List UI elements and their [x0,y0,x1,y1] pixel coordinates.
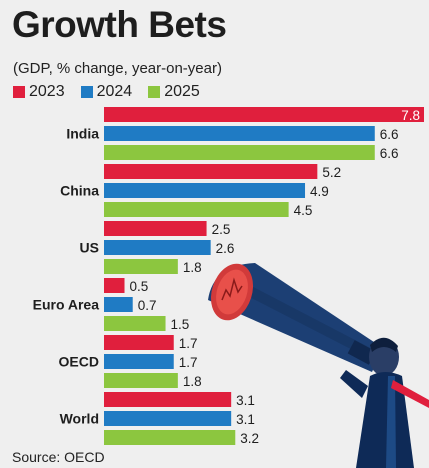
category-label: China [60,183,99,199]
bar-2023 [104,335,174,350]
bar-2023 [104,221,207,236]
value-label: 5.2 [322,165,341,180]
value-label: 0.7 [138,298,157,313]
value-label: 6.6 [380,146,399,161]
value-label: 2.6 [216,241,235,256]
legend-label: 2025 [164,83,200,100]
bar-2025 [104,316,166,331]
category-label: Euro Area [33,297,100,313]
category-label: OECD [59,354,99,370]
bar-2023 [104,392,232,407]
value-label: 1.7 [179,355,198,370]
legend-swatch [13,86,25,98]
bar-2024 [104,411,232,426]
bar-2025 [104,373,178,388]
value-label: 1.8 [183,374,202,389]
legend-item-2024: 2024 [80,83,133,101]
value-label: 0.5 [130,279,149,294]
category-label: US [80,240,99,256]
bar-2025 [104,145,375,160]
legend-item-2023: 2023 [13,83,65,101]
bar-2024 [104,126,375,141]
bar-2024 [104,297,133,312]
bar-2025 [104,202,289,217]
bar-2025 [104,259,178,274]
value-label: 1.7 [179,336,198,351]
category-label: India [66,126,99,142]
category-label: World [60,411,99,427]
bar-2024 [104,354,174,369]
bar-2025 [104,430,236,445]
legend-label: 2024 [96,83,133,100]
value-label: 3.2 [240,431,259,446]
bar-2024 [104,183,306,198]
value-label: 1.5 [171,317,190,332]
value-label: 3.1 [236,393,255,408]
bar-2023 [104,278,125,293]
chart-subtitle: (GDP, % change, year-on-year) [13,60,222,77]
chart-title: Growth Bets [12,4,227,45]
value-label: 3.1 [236,412,255,427]
bar-2024 [104,240,211,255]
bars-layer: India7.86.66.6China5.24.94.5US2.52.61.8E… [33,107,424,446]
chart-legend: 2023 2024 2025 [13,83,200,101]
legend-item-2025: 2025 [148,83,200,101]
value-label: 4.9 [310,184,329,199]
telescope-man-icon [208,263,429,468]
value-label: 6.6 [380,127,399,142]
bar-2023 [104,107,424,122]
value-label: 1.8 [183,260,202,275]
value-label: 7.8 [401,108,420,123]
bar-2023 [104,164,318,179]
value-label: 2.5 [212,222,231,237]
legend-swatch [80,86,93,98]
chart-source: Source: OECD [12,449,105,465]
legend-swatch [148,86,161,98]
legend-label: 2023 [29,83,65,100]
value-label: 4.5 [294,203,313,218]
